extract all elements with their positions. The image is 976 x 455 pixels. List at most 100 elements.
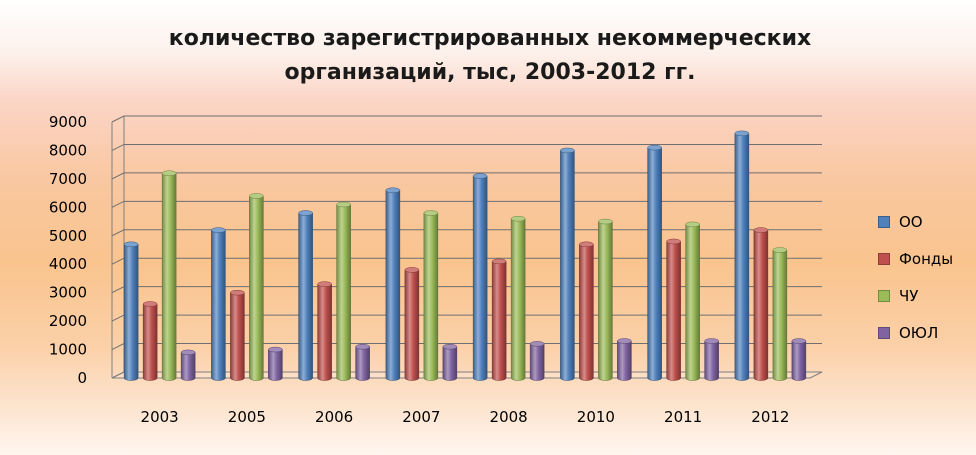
legend-item: ОО (878, 203, 953, 240)
bar-ОЮЛ-2003 (180, 352, 196, 381)
x-tick-label: 2005 (228, 408, 266, 426)
legend-item: ОЮЛ (878, 314, 953, 351)
legend-swatch (878, 326, 890, 339)
bar-cap-ОЮЛ-2010 (617, 338, 632, 344)
bar-ЧУ-2008 (510, 218, 526, 381)
bar-Фонды-2003 (142, 303, 158, 381)
bar-ОО-2012 (734, 133, 750, 381)
legend-swatch (878, 252, 890, 265)
x-tick-label: 2010 (577, 408, 615, 426)
bar-ОЮЛ-2008 (529, 343, 545, 381)
bar-ОО-2008 (472, 175, 488, 381)
bar-ОО-2006 (298, 212, 313, 381)
y-tick-label: 4000 (49, 255, 87, 273)
legend: ОО Фонды ЧУ ОЮЛ (878, 203, 953, 351)
bar-ОЮЛ-2006 (355, 346, 370, 381)
bar-cap-Фонды-2005 (230, 289, 245, 296)
bar-cap-ОЮЛ-2007 (442, 343, 458, 350)
bar-cap-Фонды-2011 (666, 238, 681, 245)
bar-ОЮЛ-2012 (791, 340, 807, 381)
bar-cap-ОЮЛ-2003 (180, 349, 196, 356)
bar-cap-ОО-2010 (560, 147, 575, 154)
gridline (111, 200, 822, 208)
legend-item: Фонды (878, 240, 953, 277)
y-tick-label: 6000 (49, 198, 87, 216)
bar-ЧУ-2010 (598, 221, 613, 381)
x-tick-label: 2003 (141, 408, 179, 426)
bar-ОЮЛ-2010 (617, 340, 632, 381)
bar-ЧУ-2003 (161, 172, 177, 381)
chart-title: количество зарегистрированных некоммерче… (168, 26, 812, 85)
axis-corner (111, 371, 125, 379)
y-tick-label: 7000 (49, 170, 87, 188)
gridline (111, 115, 822, 123)
bar-cap-Фонды-2003 (142, 301, 158, 307)
bar-Фонды-2006 (317, 283, 332, 381)
y-tick-label: 3000 (49, 284, 87, 302)
bar-Фонды-2008 (491, 261, 507, 381)
bar-cap-Фонды-2010 (579, 241, 594, 248)
bar-cap-ОЮЛ-2011 (704, 338, 719, 344)
bar-cap-Фонды-2008 (491, 258, 507, 265)
x-tick-label: 2006 (315, 408, 353, 426)
legend-swatch (878, 289, 890, 302)
x-tick-label: 2012 (751, 408, 789, 426)
bar-ОО-2005 (211, 229, 226, 381)
bar-cap-ОО-2005 (211, 227, 226, 233)
bar-ОЮЛ-2005 (268, 349, 283, 381)
y-tick-label: 1000 (49, 341, 87, 359)
legend-label: ЧУ (899, 286, 919, 305)
bar-ЧУ-2005 (249, 195, 264, 381)
bar-cap-ОО-2008 (472, 173, 488, 179)
bar-cap-ЧУ-2008 (510, 215, 526, 222)
bar-cap-ОЮЛ-2006 (355, 343, 370, 350)
bar-cap-ЧУ-2007 (423, 210, 439, 216)
y-tick-label: 8000 (49, 141, 87, 159)
bar-cap-ОЮЛ-2012 (791, 338, 807, 344)
legend-label: ОЮЛ (899, 323, 939, 342)
bar-cap-ОО-2003 (123, 241, 139, 248)
bar-cap-ОО-2012 (734, 130, 750, 137)
gridline (111, 229, 822, 237)
bar-ЧУ-2006 (336, 204, 351, 381)
bar-cap-ЧУ-2005 (249, 193, 264, 199)
bar-cap-ОО-2006 (298, 210, 313, 216)
y-tick-label: 0 (77, 369, 87, 387)
bar-ЧУ-2007 (423, 212, 439, 381)
bar-Фонды-2007 (404, 269, 420, 381)
y-tick-label: 5000 (49, 227, 87, 245)
bar-Фонды-2005 (230, 292, 245, 381)
bar-ОЮЛ-2007 (442, 346, 458, 381)
y-tick-label: 9000 (49, 113, 87, 131)
bar-ОО-2010 (560, 150, 575, 381)
legend-item: ЧУ (878, 277, 953, 314)
x-tick-label: 2008 (490, 408, 528, 426)
bar-Фонды-2011 (666, 241, 681, 381)
y-tick-label: 2000 (49, 312, 87, 330)
bar-Фонды-2010 (579, 244, 594, 381)
bar-cap-ОЮЛ-2005 (268, 346, 283, 353)
bar-cap-Фонды-2007 (404, 267, 420, 273)
bar-cap-ЧУ-2012 (772, 247, 788, 253)
bar-cap-ОЮЛ-2008 (529, 341, 545, 347)
legend-swatch (878, 215, 890, 228)
bar-cap-ОО-2011 (647, 144, 662, 151)
bar-ЧУ-2011 (685, 224, 700, 381)
bar-cap-ЧУ-2006 (336, 201, 351, 208)
bar-ОО-2003 (123, 244, 139, 381)
bar-ОО-2011 (647, 147, 662, 381)
legend-label: ОО (899, 212, 923, 231)
bar-cap-ОО-2007 (385, 187, 401, 194)
legend-label: Фонды (899, 249, 954, 268)
bar-cap-ЧУ-2003 (161, 170, 177, 176)
gridline (111, 172, 822, 180)
bar-ОЮЛ-2011 (704, 340, 719, 381)
bar-Фонды-2012 (753, 229, 769, 381)
bar-cap-Фонды-2012 (753, 227, 769, 233)
gridline (111, 143, 822, 151)
x-tick-label: 2007 (402, 408, 440, 426)
bar-cap-Фонды-2006 (317, 281, 332, 287)
bar-cap-ЧУ-2011 (685, 221, 700, 228)
